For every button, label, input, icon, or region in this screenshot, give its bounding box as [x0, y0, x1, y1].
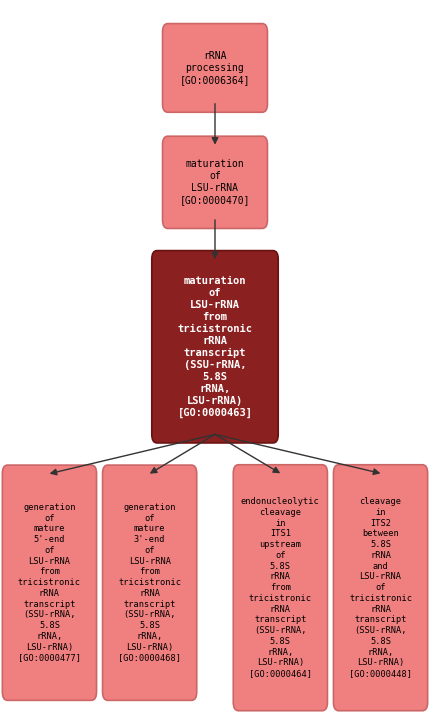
FancyBboxPatch shape: [233, 465, 328, 711]
FancyBboxPatch shape: [163, 24, 267, 112]
Text: endonucleolytic
cleavage
in
ITS1
upstream
of
5.8S
rRNA
from
tricistronic
rRNA
tr: endonucleolytic cleavage in ITS1 upstrea…: [241, 497, 320, 679]
FancyBboxPatch shape: [334, 465, 427, 711]
FancyBboxPatch shape: [163, 136, 267, 229]
FancyBboxPatch shape: [3, 465, 96, 701]
Text: maturation
of
LSU-rRNA
from
tricistronic
rRNA
transcript
(SSU-rRNA,
5.8S
rRNA,
L: maturation of LSU-rRNA from tricistronic…: [178, 276, 252, 418]
Text: cleavage
in
ITS2
between
5.8S
rRNA
and
LSU-rRNA
of
tricistronic
rRNA
transcript
: cleavage in ITS2 between 5.8S rRNA and L…: [349, 497, 412, 679]
FancyBboxPatch shape: [152, 251, 278, 443]
Text: generation
of
mature
5'-end
of
LSU-rRNA
from
tricistronic
rRNA
transcript
(SSU-r: generation of mature 5'-end of LSU-rRNA …: [18, 503, 81, 663]
Text: maturation
of
LSU-rRNA
[GO:0000470]: maturation of LSU-rRNA [GO:0000470]: [180, 159, 250, 205]
Text: rRNA
processing
[GO:0006364]: rRNA processing [GO:0006364]: [180, 51, 250, 85]
Text: generation
of
mature
3'-end
of
LSU-rRNA
from
tricistronic
rRNA
transcript
(SSU-r: generation of mature 3'-end of LSU-rRNA …: [118, 503, 181, 663]
FancyBboxPatch shape: [102, 465, 197, 701]
